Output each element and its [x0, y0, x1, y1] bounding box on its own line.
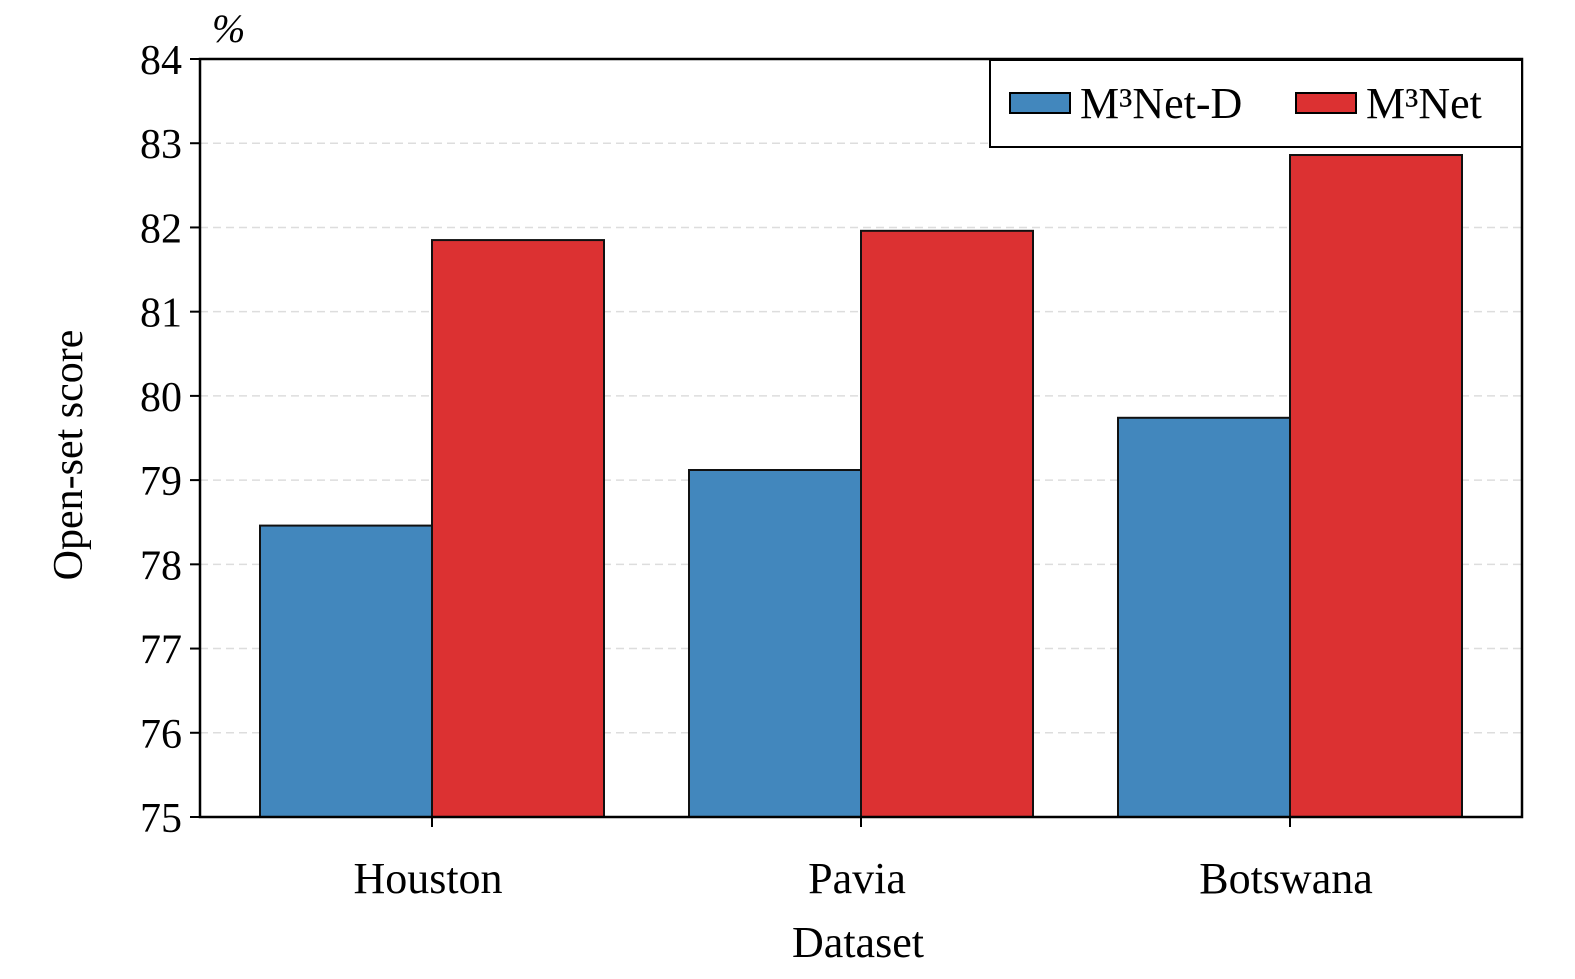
bars: [259, 154, 1463, 819]
bar-pavia-m3net: [860, 229, 1034, 818]
bar-pavia-m3net-d: [688, 469, 862, 818]
y-tick-label: 84: [140, 38, 182, 84]
y-tick-label: 82: [140, 206, 182, 252]
legend-swatch-m3net-d: [1009, 92, 1071, 114]
y-ticks: 75 76 77 78 79 80 81 82 83 84: [140, 38, 200, 842]
y-tick-label: 76: [140, 712, 182, 758]
legend-swatch-m3net: [1295, 92, 1357, 114]
y-tick-label: 81: [140, 291, 182, 337]
bar-houston-m3net: [431, 239, 605, 819]
legend-label-m3net-d: M³Net-D: [1080, 79, 1242, 128]
bar-botswana-m3net-d: [1117, 416, 1291, 818]
legend: M³Net-D M³Net: [989, 59, 1523, 148]
legend-frame: [989, 59, 1523, 148]
bar-botswana-m3net: [1289, 154, 1463, 819]
x-tick-label: Botswana: [1199, 854, 1373, 903]
x-tick-label: Pavia: [808, 854, 906, 903]
x-ticks: Houston Pavia Botswana: [353, 817, 1373, 903]
y-tick-label: 79: [140, 459, 182, 505]
y-tick-label: 83: [140, 122, 182, 168]
unit-label: %: [212, 6, 245, 51]
x-axis-label: Dataset: [792, 918, 924, 967]
y-tick-label: 77: [140, 628, 182, 674]
y-axis-label: Open-set score: [46, 330, 92, 581]
x-tick-label: Houston: [353, 854, 502, 903]
y-tick-label: 75: [140, 796, 182, 842]
y-tick-label: 80: [140, 375, 182, 421]
y-tick-label: 78: [140, 543, 182, 589]
bar-houston-m3net-d: [259, 524, 433, 818]
legend-label-m3net: M³Net: [1366, 79, 1482, 128]
